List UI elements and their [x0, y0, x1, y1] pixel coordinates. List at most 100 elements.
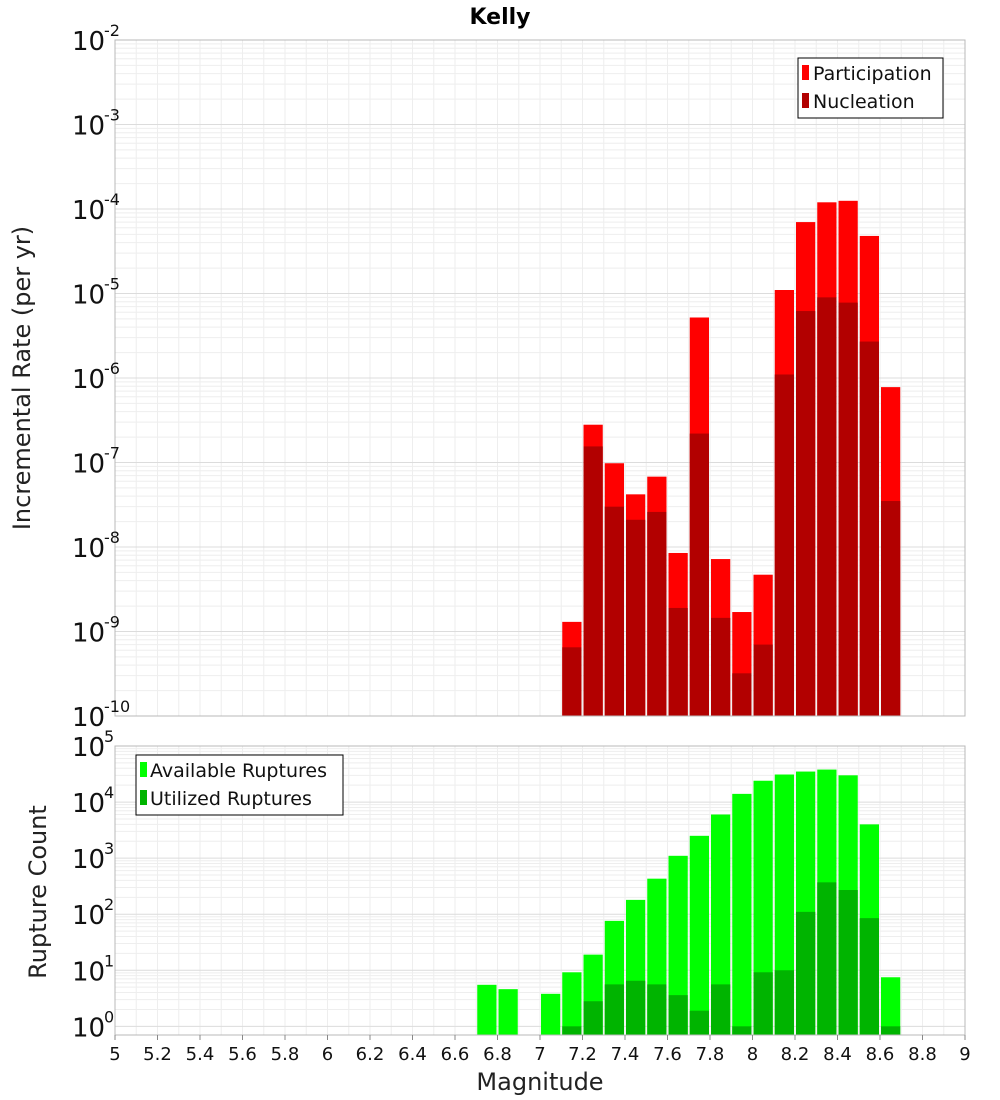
bar-utilized-ruptures — [562, 1026, 582, 1035]
bar-utilized-ruptures — [817, 882, 837, 1035]
bar-nucleation — [753, 644, 773, 716]
y-tick-label: 10-10 — [72, 697, 130, 733]
bar-available-ruptures — [881, 977, 901, 1035]
legend-swatch-participation — [802, 65, 809, 80]
bar-utilized-ruptures — [711, 984, 731, 1035]
bar-nucleation — [604, 506, 624, 716]
x-ticks: 5 5.2 5.4 5.6 5.8 6 6.2 6.4 6.6 6.8 7 7.2 7.4 7.6 7.8 8… — [109, 1035, 971, 1065]
legend-swatch-available — [140, 762, 147, 777]
svg-text:2: 2 — [104, 895, 114, 914]
bottom-legend: Available Ruptures Utilized Ruptures — [135, 754, 344, 816]
svg-text:0: 0 — [104, 1007, 114, 1026]
y-tick-label: 102 — [72, 895, 114, 931]
bar-available-ruptures — [774, 774, 794, 1035]
bottom-y-axis-label: Rupture Count — [24, 805, 52, 979]
bar-utilized-ruptures — [753, 972, 773, 1035]
x-tick-label: 7.2 — [568, 1044, 597, 1065]
x-tick-label: 8.8 — [908, 1044, 937, 1065]
svg-text:-3: -3 — [104, 106, 120, 125]
x-tick-label: 5.2 — [143, 1044, 172, 1065]
y-tick-label: 104 — [72, 783, 114, 819]
top-legend-box — [797, 57, 944, 119]
svg-text:10: 10 — [72, 196, 105, 226]
svg-text:10: 10 — [72, 845, 105, 875]
bar-nucleation — [817, 297, 837, 716]
svg-text:10: 10 — [72, 703, 105, 733]
y-tick-label: 10-7 — [72, 444, 120, 480]
bar-available-ruptures — [477, 984, 497, 1035]
y-tick-label: 10-4 — [72, 190, 120, 226]
bar-utilized-ruptures — [732, 1026, 752, 1035]
x-tick-label: 5.4 — [186, 1044, 215, 1065]
svg-text:3: 3 — [104, 839, 114, 858]
legend-swatch-nucleation — [802, 93, 809, 108]
x-tick-label: 5.8 — [271, 1044, 300, 1065]
bar-nucleation — [881, 501, 901, 716]
chart-title: Kelly — [469, 5, 530, 30]
y-tick-label: 10-3 — [72, 106, 120, 142]
legend-swatch-utilized — [140, 790, 147, 805]
svg-text:-9: -9 — [104, 613, 120, 632]
bar-nucleation — [732, 673, 752, 716]
x-tick-label: 6.2 — [356, 1044, 385, 1065]
x-tick-label: 8.4 — [823, 1044, 852, 1065]
x-tick-label: 8.6 — [866, 1044, 895, 1065]
bottom-legend-box — [135, 754, 344, 816]
svg-text:10: 10 — [72, 789, 105, 819]
svg-text:-4: -4 — [104, 190, 120, 209]
bar-utilized-ruptures — [583, 1001, 603, 1035]
bar-available-ruptures — [562, 972, 582, 1035]
bar-nucleation — [859, 341, 879, 716]
y-tick-label: 100 — [72, 1007, 114, 1043]
svg-text:1: 1 — [104, 951, 114, 970]
top-legend: Participation Nucleation — [797, 57, 944, 119]
x-tick-label: 6.8 — [483, 1044, 512, 1065]
legend-label-utilized: Utilized Ruptures — [150, 788, 312, 810]
bar-available-ruptures — [689, 835, 709, 1035]
bar-nucleation — [583, 446, 603, 716]
svg-text:10: 10 — [72, 281, 105, 311]
x-tick-label: 6.6 — [441, 1044, 470, 1065]
x-tick-label: 8 — [747, 1044, 758, 1065]
svg-text:10: 10 — [72, 27, 105, 57]
x-tick-label: 7.8 — [696, 1044, 725, 1065]
x-tick-label: 9 — [959, 1044, 970, 1065]
svg-text:-2: -2 — [104, 21, 120, 40]
bar-nucleation — [838, 302, 858, 716]
x-tick-label: 7 — [534, 1044, 545, 1065]
x-tick-label: 6 — [322, 1044, 333, 1065]
svg-text:10: 10 — [72, 534, 105, 564]
svg-text:-6: -6 — [104, 359, 120, 378]
bar-nucleation — [774, 374, 794, 716]
bar-utilized-ruptures — [626, 980, 646, 1035]
bar-utilized-ruptures — [838, 890, 858, 1035]
bar-nucleation — [668, 607, 688, 716]
svg-text:10: 10 — [72, 957, 105, 987]
svg-text:10: 10 — [72, 1013, 105, 1043]
y-tick-label: 10-5 — [72, 275, 120, 311]
y-tick-label: 10-9 — [72, 613, 120, 649]
svg-text:10: 10 — [72, 450, 105, 480]
y-tick-label: 10-8 — [72, 528, 120, 564]
svg-text:10: 10 — [72, 112, 105, 142]
svg-text:10: 10 — [72, 733, 105, 763]
bar-utilized-ruptures — [859, 918, 879, 1035]
y-tick-label: 103 — [72, 839, 114, 875]
bar-nucleation — [689, 433, 709, 716]
svg-text:-7: -7 — [104, 444, 120, 463]
bar-utilized-ruptures — [796, 911, 816, 1035]
legend-label-nucleation: Nucleation — [813, 91, 915, 113]
svg-text:-5: -5 — [104, 275, 120, 294]
bar-available-ruptures — [498, 989, 518, 1035]
top-plot-frame — [114, 39, 966, 717]
bottom-bars — [477, 769, 901, 1035]
top-grid — [114, 40, 966, 717]
x-tick-label: 7.4 — [611, 1044, 640, 1065]
svg-text:-8: -8 — [104, 528, 120, 547]
x-tick-label: 5.6 — [228, 1044, 257, 1065]
bar-nucleation — [711, 617, 731, 716]
bar-available-ruptures — [753, 780, 773, 1035]
svg-text:5: 5 — [104, 727, 114, 746]
y-tick-label: 10-6 — [72, 359, 120, 395]
legend-label-available: Available Ruptures — [150, 760, 327, 782]
